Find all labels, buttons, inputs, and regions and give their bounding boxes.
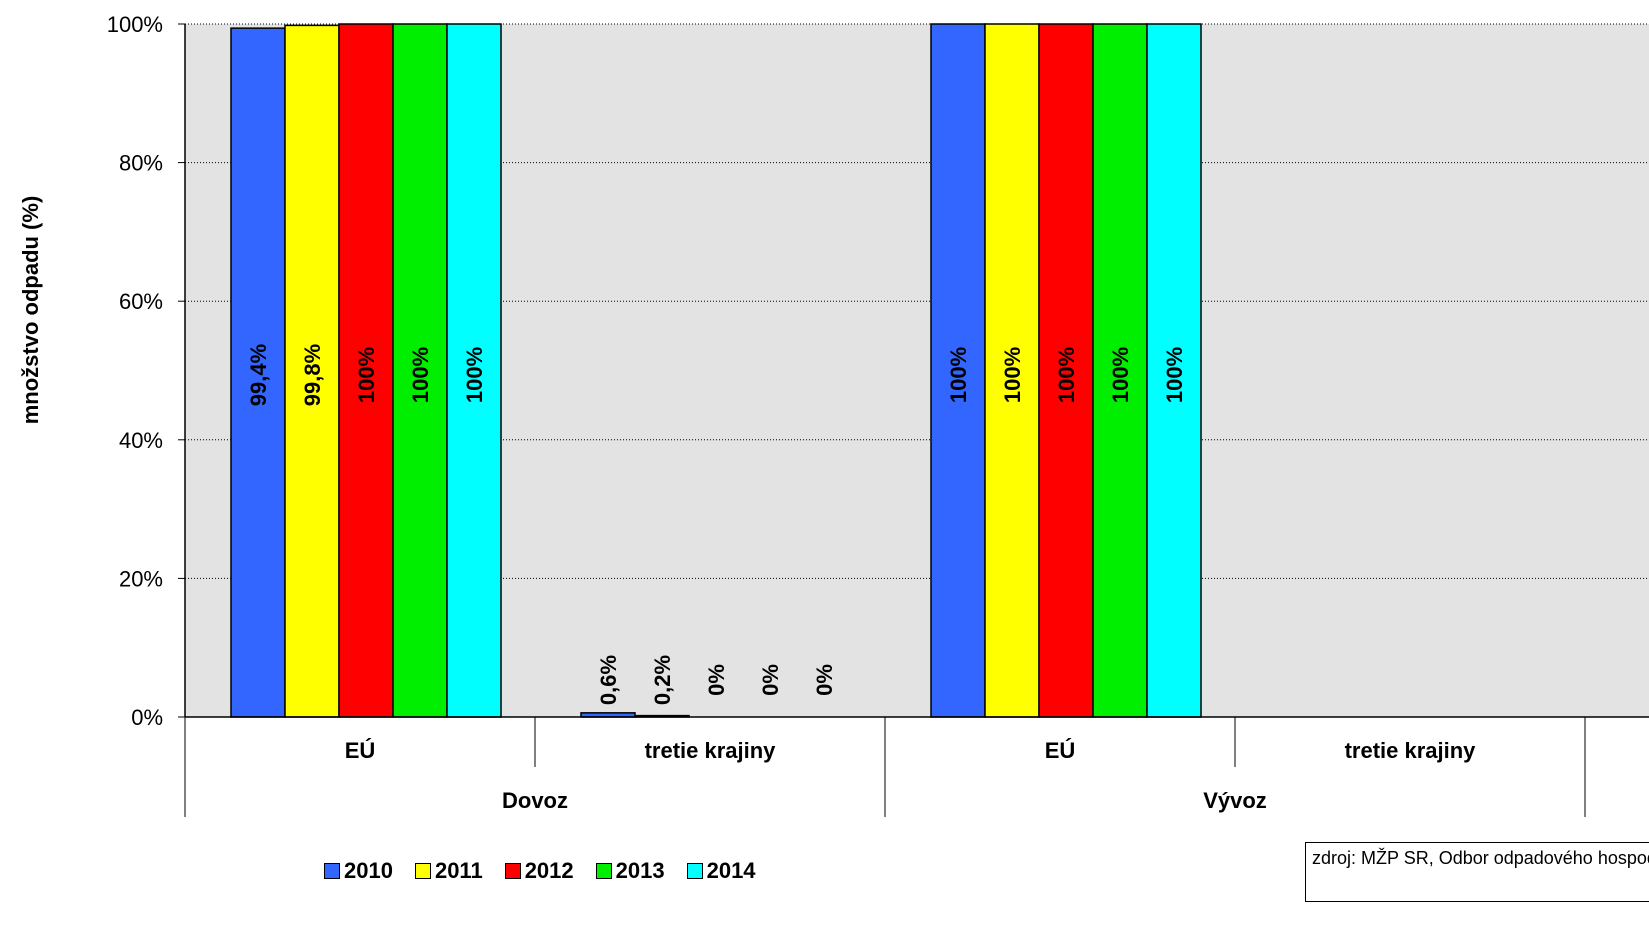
data-label: 99,4% — [246, 344, 271, 406]
legend-label: 2014 — [706, 858, 756, 883]
data-label: 0% — [704, 664, 729, 696]
legend-swatch — [504, 863, 521, 879]
bar-2014 — [1146, 23, 1202, 718]
legend-swatch — [595, 863, 612, 879]
y-tick-label: 60% — [119, 289, 163, 314]
bar-2014 — [446, 23, 502, 718]
y-tick-label: 100% — [107, 12, 163, 37]
data-label: 100% — [408, 347, 433, 403]
axes — [184, 24, 1649, 817]
y-axis-ticks: 0% 20% 40% 60% 80% 100% — [107, 12, 185, 730]
data-label: 0,2% — [650, 655, 675, 705]
group-label: Dovoz — [502, 788, 568, 813]
legend-label: 2011 — [434, 858, 483, 883]
legend-label: 2012 — [524, 858, 574, 883]
category-label: tretie krajiny — [645, 738, 777, 763]
y-tick-label: 0% — [131, 705, 163, 730]
legend-item-2011: 2011 — [414, 858, 483, 884]
data-label: 100% — [1000, 347, 1025, 403]
data-label: 0% — [812, 664, 837, 696]
category-label: EÚ — [1045, 738, 1076, 763]
bar-2013 — [1092, 23, 1148, 718]
category-labels: EÚ tretie krajiny EÚ tretie krajiny Dovoz Výv… — [345, 738, 1476, 813]
legend-label: 2010 — [344, 858, 393, 883]
data-label: 100% — [1108, 347, 1133, 403]
y-tick-label: 80% — [119, 151, 163, 176]
category-label: tretie krajiny — [1345, 738, 1477, 763]
group-label: Vývoz — [1203, 788, 1267, 813]
data-label: 99,8% — [300, 344, 325, 406]
y-tick-label: 40% — [119, 428, 163, 453]
legend-item-2014: 2014 — [686, 858, 756, 884]
bars — [230, 23, 1202, 718]
legend-swatch — [324, 863, 340, 879]
source-note: zdroj: MŽP SR, Odbor odpadového hospodár… — [1305, 842, 1649, 902]
data-label: 100% — [1054, 347, 1079, 403]
data-label: 100% — [354, 347, 379, 403]
legend-item-2010: 2010 — [324, 858, 393, 884]
data-label: 0,6% — [596, 655, 621, 705]
y-tick-label: 20% — [119, 566, 163, 591]
y-axis-label: množstvo odpadu (%) — [18, 196, 43, 425]
legend-item-2012: 2012 — [504, 858, 574, 884]
category-label: EÚ — [345, 738, 376, 763]
bar-2010 — [230, 27, 286, 718]
legend-label: 2013 — [615, 858, 665, 883]
data-label: 100% — [462, 347, 487, 403]
data-label: 100% — [946, 347, 971, 403]
data-labels: 99,4% 99,8% 100% 100% 100% 0,6% 0,2% 0% 0% 0% 100%… — [246, 344, 1187, 705]
legend-item-2013: 2013 — [595, 858, 665, 884]
legend-swatch — [414, 863, 431, 879]
legend: 2010 2011 2012 2013 2014 — [324, 858, 778, 884]
legend-swatch — [686, 863, 703, 879]
data-label: 0% — [758, 664, 783, 696]
data-label: 100% — [1162, 347, 1187, 403]
